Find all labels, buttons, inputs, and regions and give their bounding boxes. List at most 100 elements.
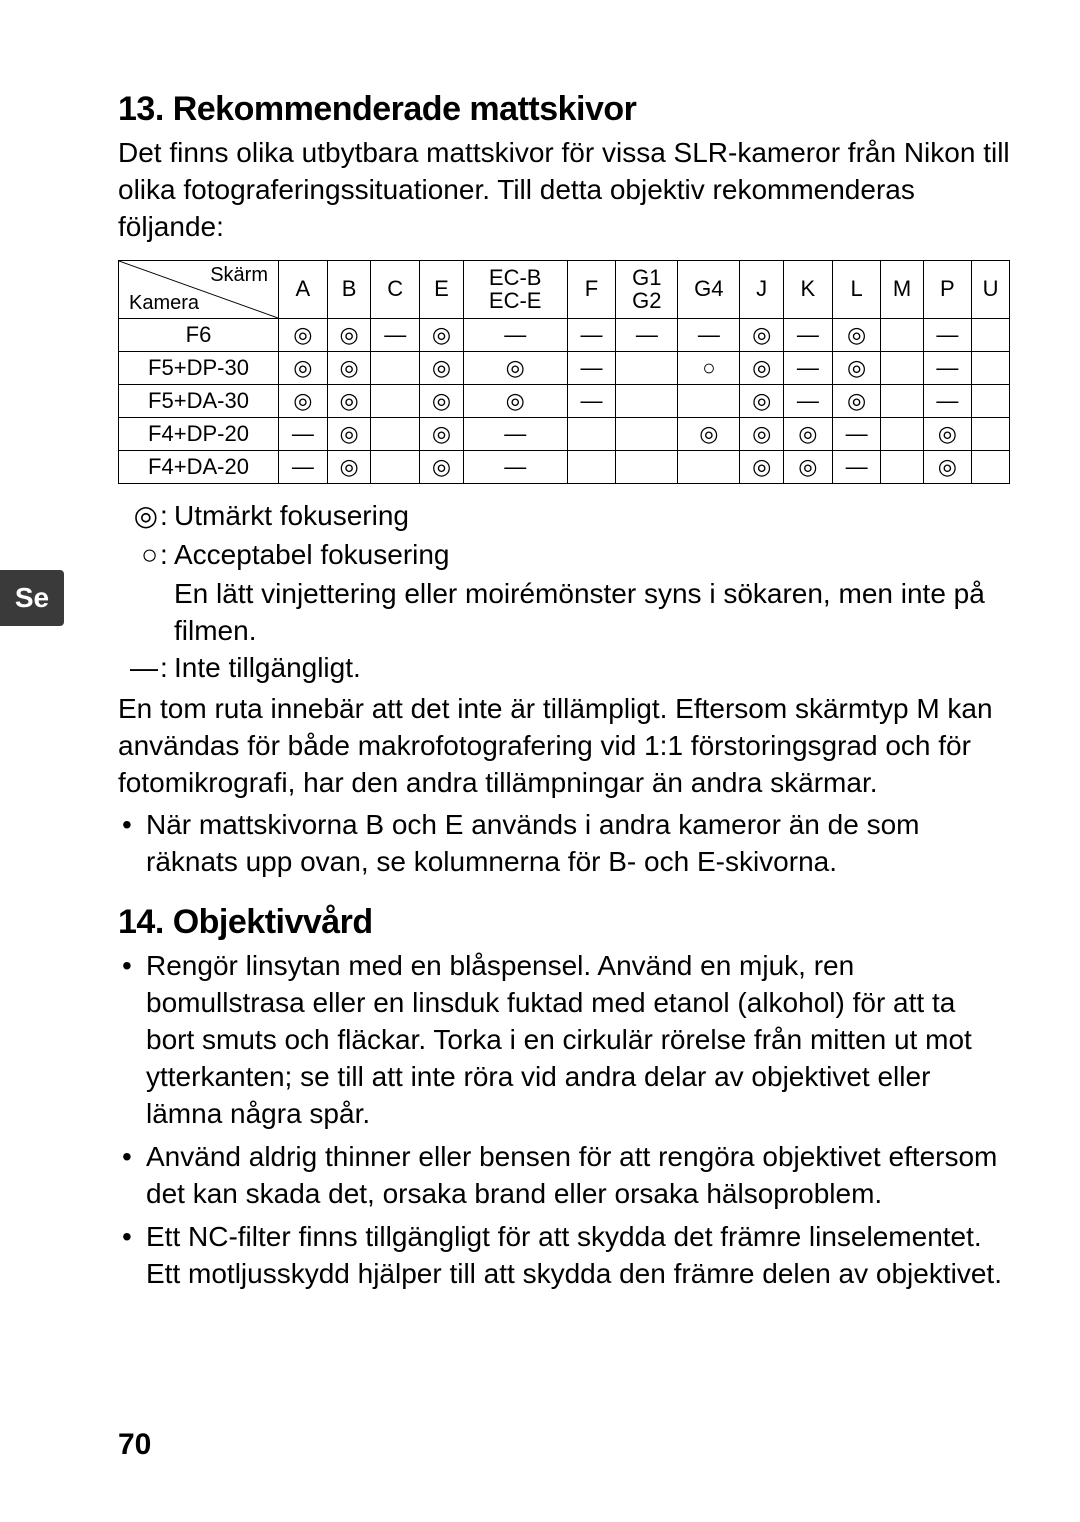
table-cell: ◎ [463, 351, 567, 384]
table-cell: — [463, 417, 567, 450]
compatibility-table: Skärm Kamera ABCEEC-BEC-EFG1G2G4JKLMPU F… [118, 260, 1010, 484]
table-cell [616, 384, 678, 417]
table-cell [678, 384, 740, 417]
language-tab: Se [0, 570, 64, 626]
table-header-row: Skärm Kamera ABCEEC-BEC-EFG1G2G4JKLMPU [119, 260, 1010, 318]
section-13-intro: Det finns olika utbytbara mattskivor för… [118, 135, 1010, 246]
table-cell [371, 417, 420, 450]
section-14-heading: 14. Objektivvård [118, 903, 1010, 942]
table-cell: ◎ [832, 318, 881, 351]
table-cell [972, 351, 1010, 384]
table-col-header: B [327, 260, 371, 318]
table-col-header: E [420, 260, 464, 318]
table-corner-cell: Skärm Kamera [119, 260, 279, 318]
section-14: 14. Objektivvård Rengör linsytan med en … [118, 903, 1010, 1293]
table-cell [616, 351, 678, 384]
table-cell: — [923, 318, 972, 351]
table-col-header: K [784, 260, 833, 318]
manual-page: Se 13. Rekommenderade mattskivor Det fin… [0, 0, 1080, 1522]
table-cell: ◎ [327, 417, 371, 450]
table-cell: ◎ [678, 417, 740, 450]
legend-row-unavailable: — : Inte tillgängligt. [118, 650, 1010, 687]
legend-bullet-item: När mattskivorna B och E används i andra… [118, 807, 1010, 881]
legend-row-excellent: ◎ : Utmärkt fokusering [118, 498, 1010, 535]
legend-excellent-icon: ◎ [118, 498, 160, 535]
table-cell: ◎ [279, 384, 328, 417]
table-body: F6◎◎—◎————◎—◎—F5+DP-30◎◎◎◎—○◎—◎—F5+DA-30… [119, 318, 1010, 483]
table-cell: ◎ [279, 318, 328, 351]
table-col-header: G1G2 [616, 260, 678, 318]
legend-row-acceptable: ○ : Acceptabel fokusering [118, 537, 1010, 574]
list-item: Använd aldrig thinner eller bensen för a… [118, 1139, 1010, 1213]
table-cell [371, 384, 420, 417]
table-cell: — [463, 450, 567, 483]
table-row: F4+DP-20—◎◎—◎◎◎—◎ [119, 417, 1010, 450]
table-cell: — [832, 450, 881, 483]
table-col-header: C [371, 260, 420, 318]
table-cell: ◎ [923, 450, 972, 483]
list-item: Ett NC-filter finns tillgängligt för att… [118, 1219, 1010, 1293]
legend-bullets: När mattskivorna B och E används i andra… [118, 807, 1010, 881]
table-col-header: M [881, 260, 923, 318]
table-cell: — [463, 318, 567, 351]
table-cell [972, 384, 1010, 417]
table-cell: ◎ [420, 318, 464, 351]
table-cell [567, 417, 616, 450]
table-cell: — [784, 384, 833, 417]
table-cell: ◎ [327, 351, 371, 384]
table-cell: — [567, 318, 616, 351]
table-cell: ◎ [740, 450, 784, 483]
table-cell [881, 351, 923, 384]
table-cell: ◎ [832, 351, 881, 384]
table-cell: ◎ [923, 417, 972, 450]
table-cell [371, 450, 420, 483]
table-col-header: P [923, 260, 972, 318]
table-cell: — [616, 318, 678, 351]
table-cell [972, 417, 1010, 450]
table-cell: ◎ [420, 450, 464, 483]
table-cell: ○ [678, 351, 740, 384]
table-row: F5+DA-30◎◎◎◎—◎—◎— [119, 384, 1010, 417]
table-cell: ◎ [740, 351, 784, 384]
table-col-header: U [972, 260, 1010, 318]
table-cell: ◎ [832, 384, 881, 417]
page-number: 70 [118, 1428, 151, 1462]
legend-paragraph: En tom ruta innebär att det inte är till… [118, 691, 1010, 802]
table-cell: — [832, 417, 881, 450]
table-cell: — [784, 318, 833, 351]
legend-acceptable-text: Acceptabel fokusering [174, 537, 1010, 574]
table-cell: ◎ [327, 450, 371, 483]
table-cell: ◎ [420, 351, 464, 384]
corner-top-label: Skärm [210, 264, 268, 287]
table-col-header: A [279, 260, 328, 318]
table-cell: — [567, 351, 616, 384]
table-cell: — [371, 318, 420, 351]
legend-excellent-text: Utmärkt fokusering [174, 498, 1010, 535]
table-cell [881, 450, 923, 483]
table-cell: — [923, 384, 972, 417]
table-cell: — [567, 384, 616, 417]
table-cell [881, 384, 923, 417]
table-cell: ◎ [279, 351, 328, 384]
table-row: F6◎◎—◎————◎—◎— [119, 318, 1010, 351]
table-cell [616, 450, 678, 483]
table-col-header: L [832, 260, 881, 318]
table-cell: ◎ [784, 417, 833, 450]
row-label: F5+DP-30 [119, 351, 279, 384]
table-cell: — [279, 417, 328, 450]
row-label: F4+DP-20 [119, 417, 279, 450]
table-col-header: EC-BEC-E [463, 260, 567, 318]
legend-unavailable-text: Inte tillgängligt. [174, 650, 1010, 687]
table-cell [567, 450, 616, 483]
table-cell: ◎ [740, 384, 784, 417]
table-row: F4+DA-20—◎◎—◎◎—◎ [119, 450, 1010, 483]
table-cell [881, 417, 923, 450]
legend: ◎ : Utmärkt fokusering ○ : Acceptabel fo… [118, 498, 1010, 882]
table-cell [678, 450, 740, 483]
corner-bottom-label: Kamera [129, 292, 199, 315]
legend-acceptable-extra: En lätt vinjettering eller moirémönster … [174, 576, 1010, 650]
table-cell [972, 450, 1010, 483]
row-label: F6 [119, 318, 279, 351]
table-cell: ◎ [740, 417, 784, 450]
section-13-heading: 13. Rekommenderade mattskivor [118, 90, 1010, 129]
